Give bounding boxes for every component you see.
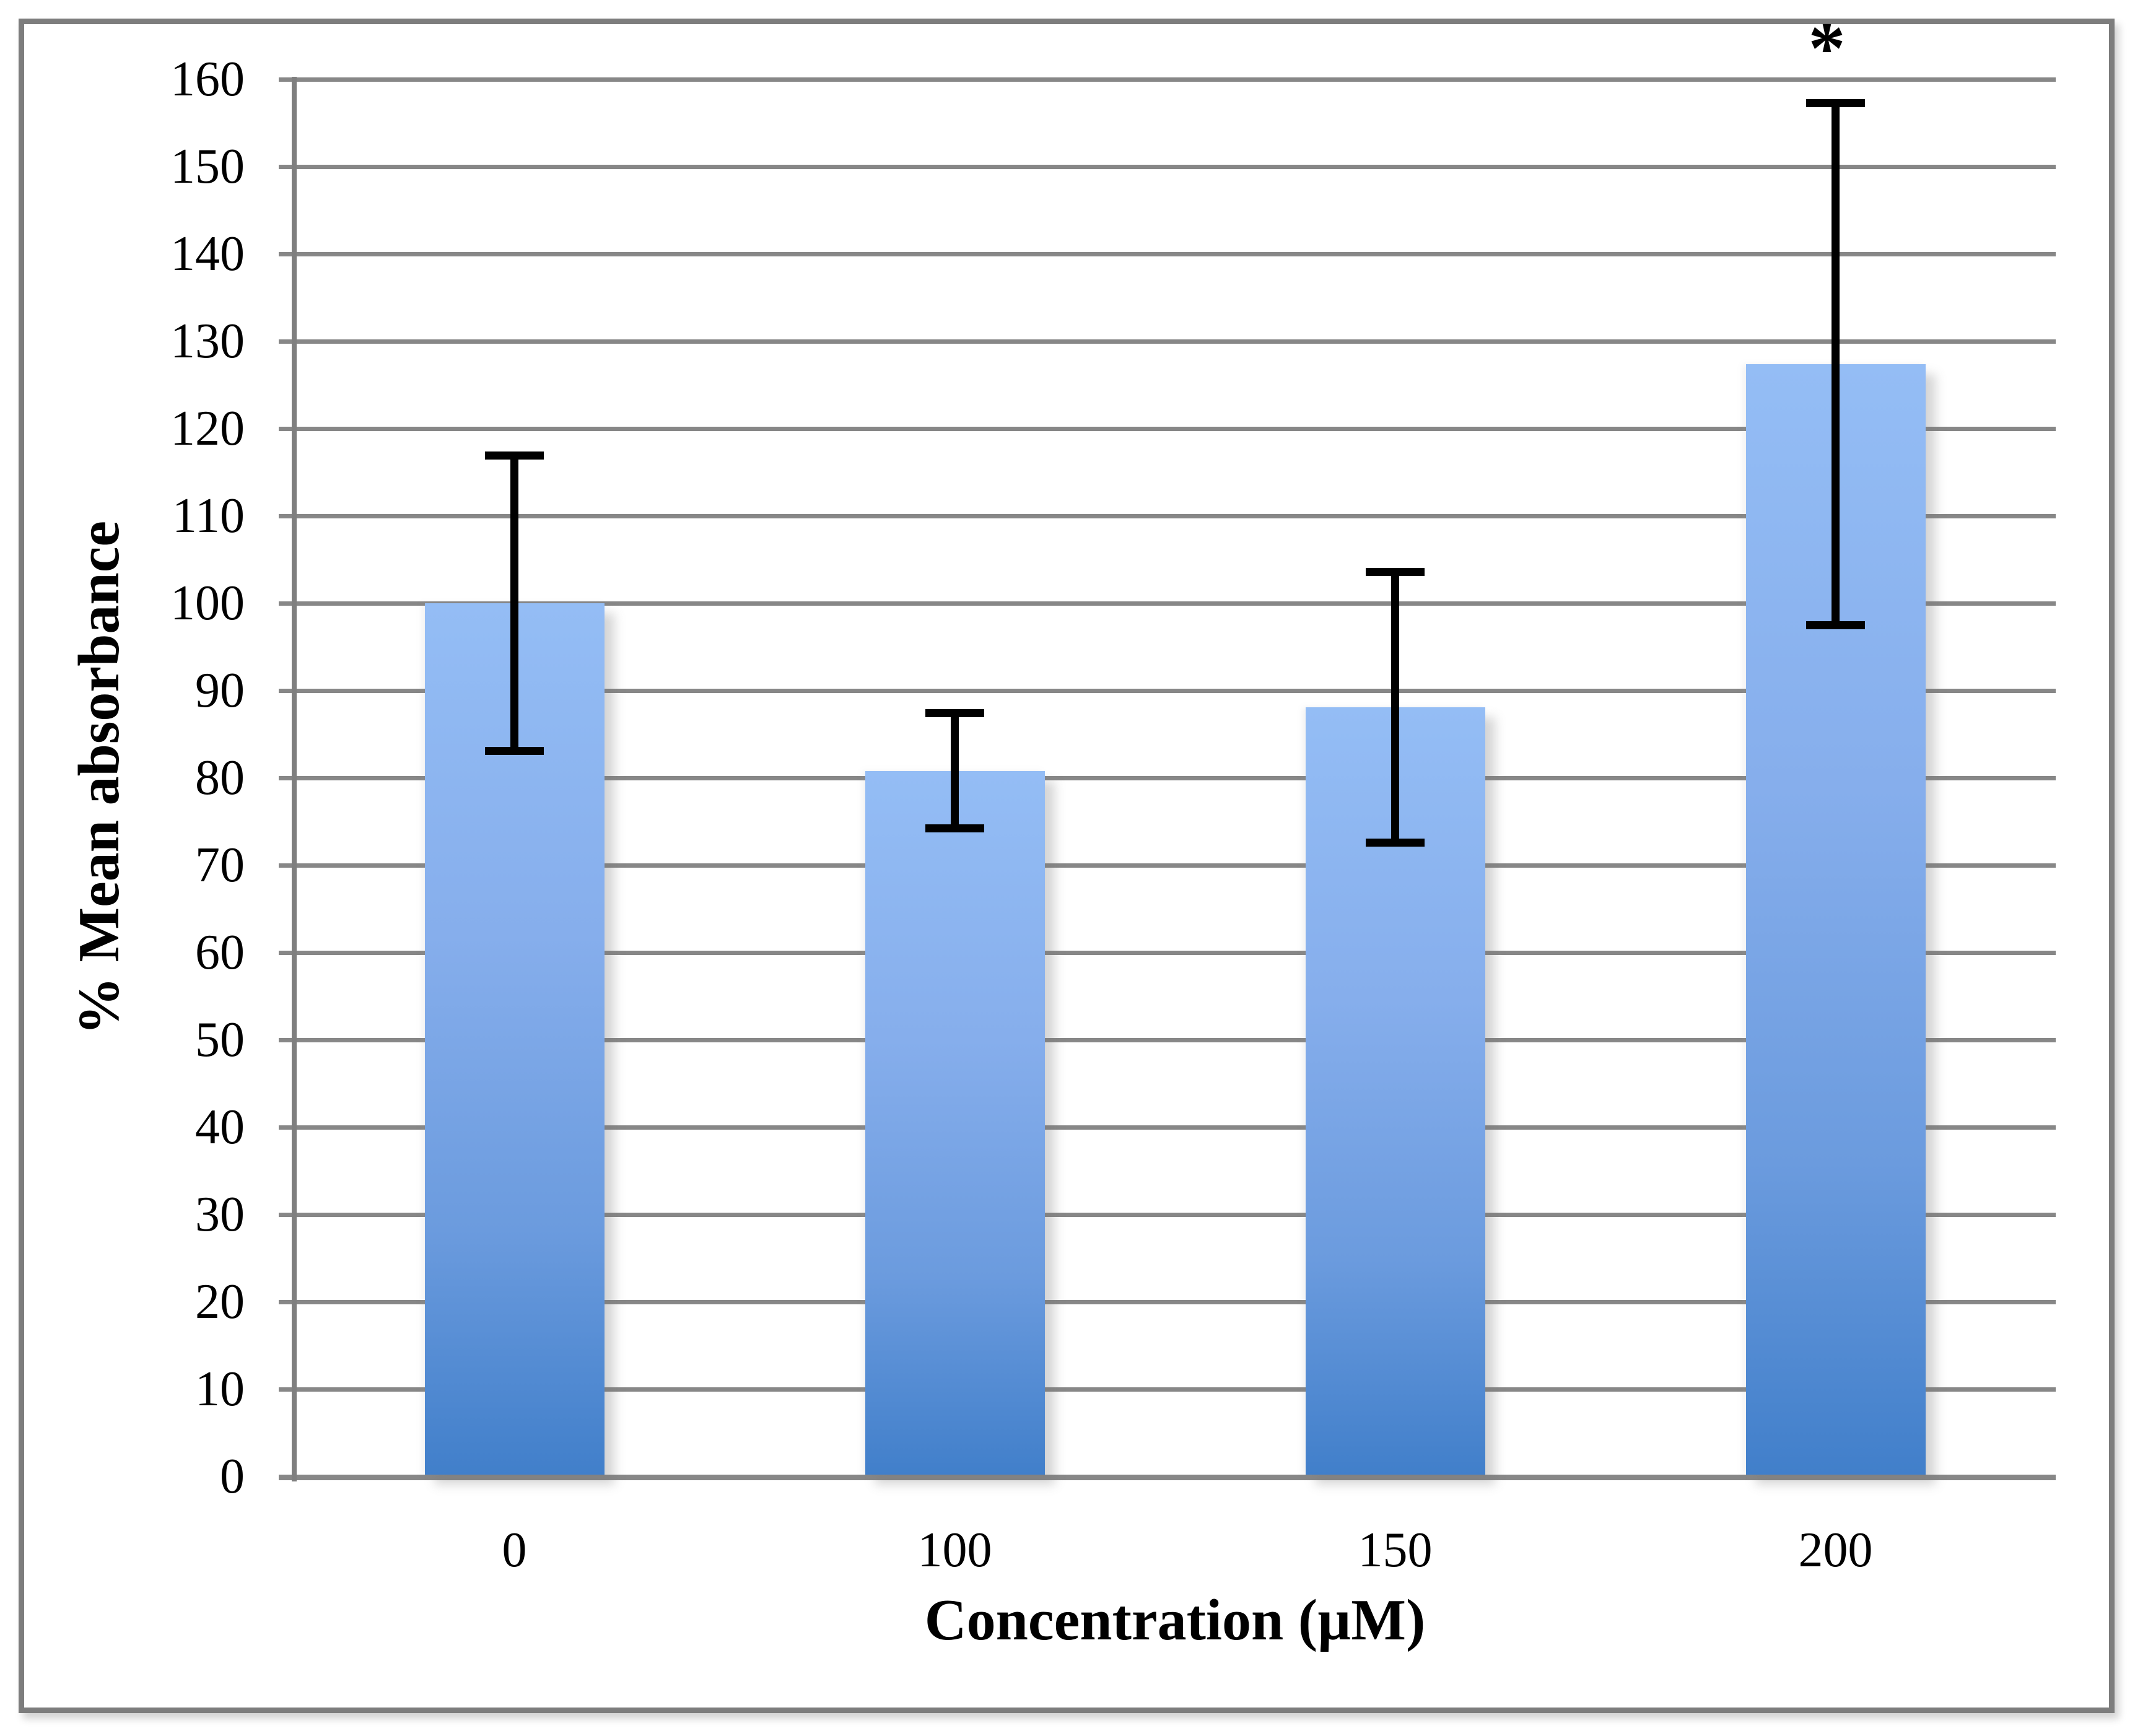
error-bar-cap-top — [1366, 567, 1425, 576]
y-tick-label: 10 — [195, 1362, 245, 1416]
error-bar-line — [951, 713, 959, 829]
gridline — [279, 1474, 2056, 1480]
y-tick-label: 140 — [170, 227, 245, 281]
y-tick-label: 60 — [195, 925, 245, 980]
gridline — [279, 1212, 2056, 1217]
error-bar-line — [1391, 572, 1399, 843]
y-tick-label: 150 — [170, 139, 245, 194]
gridline — [279, 1125, 2056, 1130]
gridline — [279, 1299, 2056, 1304]
gridline — [279, 251, 2056, 256]
gridline — [279, 1037, 2056, 1042]
gridline — [279, 601, 2056, 606]
gridline — [279, 77, 2056, 82]
y-axis-line — [292, 77, 297, 1481]
error-bar-cap-bottom — [1366, 838, 1425, 847]
error-bar-cap-top — [925, 709, 984, 718]
gridline — [279, 1387, 2056, 1392]
y-tick-label: 120 — [170, 401, 245, 456]
error-bar-line — [1832, 103, 1840, 626]
error-bar-cap-top — [485, 451, 544, 460]
gridline — [279, 775, 2056, 780]
error-bar-cap-bottom — [1806, 621, 1865, 629]
gridline — [279, 339, 2056, 344]
gridline — [279, 688, 2056, 693]
x-tick-label: 200 — [1798, 1523, 1873, 1577]
y-tick-label: 160 — [170, 52, 245, 107]
y-tick-label: 100 — [170, 576, 245, 630]
y-tick-label: 90 — [195, 663, 245, 718]
y-tick-label: 0 — [220, 1449, 245, 1504]
error-bar-cap-top — [1806, 98, 1865, 107]
y-tick-label: 50 — [195, 1013, 245, 1067]
y-tick-label: 30 — [195, 1187, 245, 1242]
y-axis-title: % Mean absorbance — [67, 520, 131, 1036]
error-bar-line — [510, 455, 518, 751]
significance-asterisk: * — [1808, 7, 1846, 89]
error-bar-cap-bottom — [925, 824, 984, 833]
gridline — [279, 950, 2056, 955]
x-tick-label: 150 — [1358, 1523, 1433, 1577]
y-tick-label: 130 — [170, 314, 245, 369]
x-tick-label: 100 — [917, 1523, 992, 1577]
gridline — [279, 164, 2056, 169]
y-tick-label: 40 — [195, 1100, 245, 1154]
gridline — [279, 426, 2056, 431]
x-tick-label: 0 — [502, 1523, 527, 1577]
y-tick-label: 20 — [195, 1275, 245, 1329]
x-axis-title: Concentration (µM) — [924, 1588, 1426, 1652]
y-tick-label: 70 — [195, 838, 245, 892]
gridline — [279, 863, 2056, 868]
bar — [865, 770, 1045, 1475]
y-tick-label: 110 — [172, 489, 245, 543]
gridline — [279, 513, 2056, 518]
error-bar-cap-bottom — [485, 746, 544, 755]
y-tick-label: 80 — [195, 751, 245, 805]
